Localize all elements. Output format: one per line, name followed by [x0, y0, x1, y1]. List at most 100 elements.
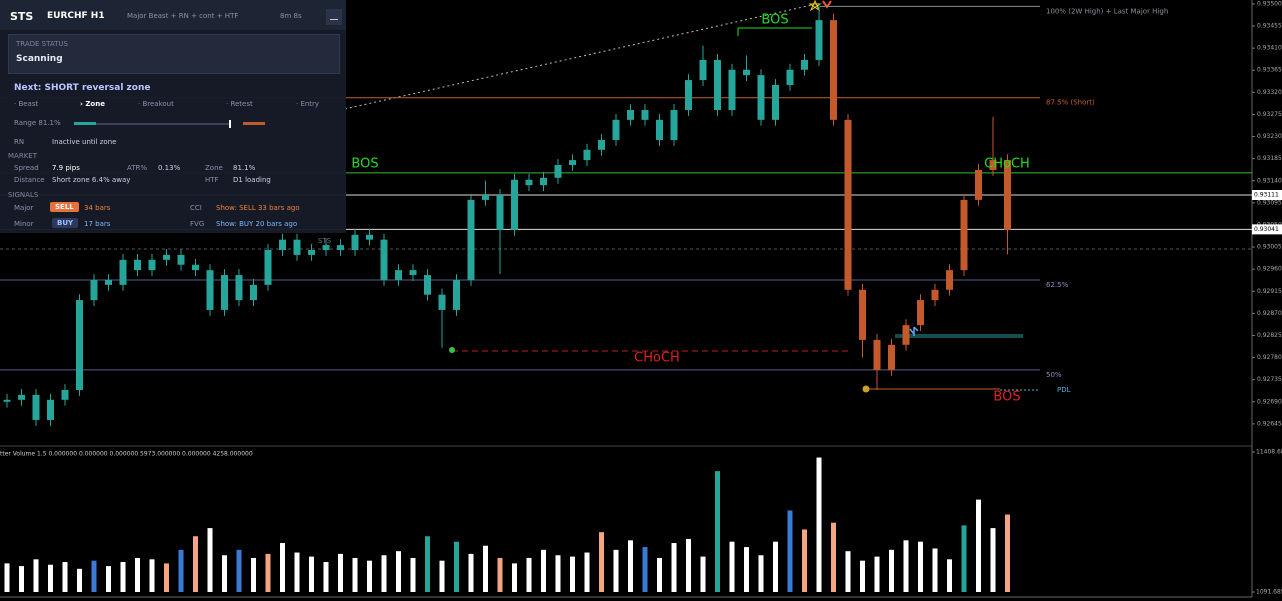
volume-bar [555, 555, 561, 592]
candle-body [728, 69, 736, 111]
volume-bar [860, 560, 865, 592]
y-tick-label: 1091.685 [1256, 589, 1282, 596]
volume-bar [352, 557, 358, 592]
candle-body [583, 149, 591, 161]
candle-body [511, 179, 518, 230]
volume-bar [4, 563, 10, 592]
volume-bar [120, 562, 126, 592]
candle-body [743, 69, 750, 76]
volume-bar [599, 532, 604, 592]
candle-body [612, 119, 620, 140]
step: › Zone [80, 100, 105, 108]
step: · Breakout [138, 100, 174, 108]
volume-bar [541, 549, 546, 592]
signal-age: 17 bars [84, 220, 111, 228]
candle-body [293, 239, 301, 255]
volume-bar [77, 568, 82, 592]
y-tick-label: 0.92690 [1257, 398, 1282, 405]
candle-body [32, 394, 40, 420]
annotation: BOS [761, 13, 788, 28]
y-tick-label: 0.93365 [1257, 67, 1282, 74]
zone-bar [895, 334, 1023, 338]
metric-label: ATR% [127, 164, 148, 172]
modes: Major Beast + RN + cont + HTF [127, 12, 239, 20]
status: Scanning [16, 54, 63, 64]
volume-bar [729, 541, 735, 592]
volume-bar [802, 529, 807, 592]
volume-bar [48, 564, 53, 592]
y-tick-label: 0.93095 [1257, 199, 1282, 206]
candle-body [931, 289, 939, 301]
volume-bar [309, 556, 314, 592]
volume-bar [976, 499, 981, 592]
sell-badge: SELL [50, 202, 79, 212]
buy-arrow [909, 326, 919, 336]
volume-bar [816, 457, 822, 592]
candle-body [105, 279, 112, 285]
candle-body [917, 300, 924, 326]
candle-body [960, 199, 968, 271]
volume-bar [135, 557, 140, 592]
y-tick-label: 0.92825 [1257, 332, 1282, 339]
panel-footer: STS [318, 237, 332, 245]
candle-body [554, 165, 562, 178]
volume-bar [845, 551, 851, 592]
volume-bar [164, 563, 169, 592]
volume-bar [294, 552, 300, 592]
y-tick-label: 0.93500 [1257, 0, 1282, 7]
candle-body [1004, 160, 1011, 230]
metric-value: 81.1% [233, 164, 256, 172]
candle-body [946, 270, 953, 290]
volume-bar [758, 555, 764, 592]
candle-body [801, 59, 808, 70]
volume-bar [468, 553, 474, 592]
signal-label: Minor [14, 220, 34, 228]
volume-bar [91, 560, 97, 592]
signal-detail: Show: SELL 33 bars ago [216, 204, 300, 212]
candle-body [975, 169, 982, 200]
volume-bar [236, 549, 242, 592]
candle-body [873, 339, 881, 370]
candle-body [395, 270, 402, 280]
candle-body [409, 270, 417, 276]
range-track [74, 123, 230, 125]
volume-bar [251, 557, 256, 592]
candle-body [540, 177, 547, 186]
volume-bar [425, 536, 430, 592]
volume-bar [570, 556, 575, 592]
minimize-button[interactable] [326, 9, 342, 25]
range-marker [229, 120, 231, 128]
volume-bar [773, 541, 778, 592]
y-tick-label: 0.93275 [1257, 111, 1282, 118]
status-label: TRADE STATUS [16, 40, 68, 48]
candle-body [90, 279, 98, 301]
candle-body [699, 59, 707, 81]
candle-body [525, 179, 533, 186]
range-fill [74, 122, 96, 125]
y-tick-label: 11408.685 [1256, 449, 1282, 456]
candle-body [148, 259, 156, 271]
candle-body [902, 325, 910, 345]
y-tick-label: 0.93320 [1257, 89, 1282, 96]
annotation: BOS [993, 390, 1020, 405]
candle-body [641, 110, 649, 120]
rn-label: RN [14, 138, 25, 146]
step: · Beast [14, 100, 39, 108]
annotation: CHoCH [634, 351, 680, 366]
volume-bar [671, 543, 677, 592]
trend-line [339, 4, 813, 111]
signal-detail: Show: BUY 20 bars ago [216, 220, 298, 228]
timer: 8m 8s [280, 12, 302, 20]
volume-bar [889, 549, 894, 592]
candle-body [192, 264, 199, 271]
y-tick-label: 0.92960 [1257, 266, 1282, 273]
metric-label: Spread [14, 164, 39, 172]
volume-bar [265, 553, 271, 592]
volume-bar [106, 566, 111, 592]
volume-bar [280, 543, 285, 592]
candle-body [859, 289, 866, 340]
candle-body [264, 250, 272, 285]
level-label: 62.5% [1046, 281, 1069, 289]
candle-body [786, 69, 794, 85]
